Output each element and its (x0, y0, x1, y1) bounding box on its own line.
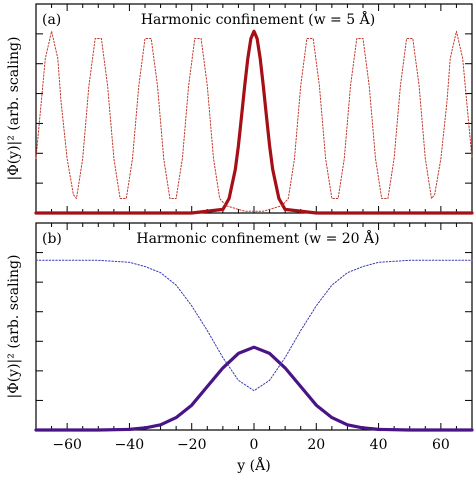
x-tick-label: 0 (250, 437, 259, 453)
panel-b-ylabel: |Φ(y)|² (arb. scaling) (6, 255, 22, 399)
x-tick-label: 40 (370, 437, 388, 453)
panel-a-ticks (35, 4, 473, 213)
x-tick-label: 20 (307, 437, 325, 453)
panel-a-title: Harmonic confinement (w = 5 Å) (141, 10, 375, 28)
series-solid-line (34, 29, 474, 215)
panel-b-ticks (35, 223, 473, 430)
series-solid-line (34, 345, 474, 432)
x-tick-label: −60 (52, 437, 82, 453)
x-tick-label: −20 (177, 437, 207, 453)
series-dotted-line (35, 30, 473, 212)
panel-a: (a) Harmonic confinement (w = 5 Å) |Φ(y)… (6, 3, 474, 215)
panel-b-frame (35, 222, 473, 431)
panel-b-letter: (b) (42, 231, 62, 247)
panel-b-series (34, 259, 474, 432)
panel-a-letter: (a) (42, 12, 61, 28)
panel-b: (b) Harmonic confinement (w = 20 Å) |Φ(y… (6, 222, 474, 474)
panel-a-series (34, 29, 474, 215)
panel-a-frame (35, 3, 473, 214)
series-dotted-line (35, 259, 473, 392)
x-tick-label: 60 (432, 437, 450, 453)
panel-b-x-tick-labels: −60 −40 −20 0 20 40 60 (52, 437, 449, 453)
panel-b-xlabel: y (Å) (236, 456, 270, 474)
panel-b-title: Harmonic confinement (w = 20 Å) (136, 229, 379, 247)
panel-a-ylabel: |Φ(y)|² (arb. scaling) (6, 37, 22, 181)
x-tick-label: −40 (115, 437, 145, 453)
